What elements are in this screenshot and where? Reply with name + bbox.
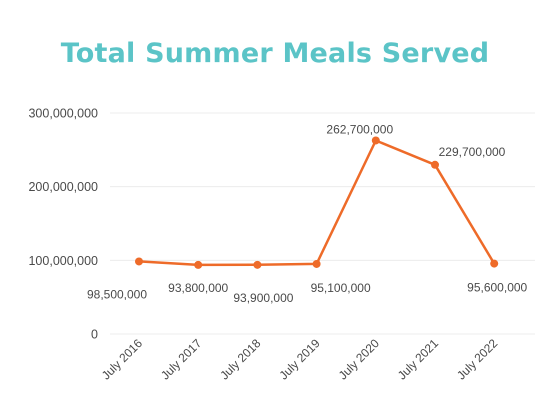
data-labels: 98,500,000 93,800,000 93,900,000 95,100,000… [87,122,528,304]
x-tick-label: July 2017 [158,336,204,382]
data-point [253,260,262,269]
data-points [135,136,499,269]
data-label: 95,600,000 [467,281,527,295]
gridlines [110,112,535,335]
x-tick-label: July 2016 [99,336,145,382]
y-tick-label: 200,000,000 [28,180,98,194]
data-point [312,259,321,268]
y-tick-label: 0 [91,328,98,342]
x-tick-label: July 2019 [276,336,322,382]
data-point [490,259,499,268]
x-tick-label: July 2022 [454,336,500,382]
y-axis-ticks: 0 100,000,000 200,000,000 300,000,000 [28,107,98,342]
y-tick-label: 300,000,000 [28,107,98,121]
data-label: 93,800,000 [168,281,228,295]
x-axis-ticks: July 2016 July 2017 July 2018 July 2019 July… [99,336,501,382]
y-tick-label: 100,000,000 [28,254,98,268]
x-tick-label: July 2020 [336,336,382,382]
data-label: 262,700,000 [326,122,393,136]
data-point [431,160,439,169]
data-label: 95,100,000 [311,281,371,295]
data-label: 98,500,000 [87,287,147,301]
data-point [194,260,203,269]
data-point [135,257,143,266]
data-label: 93,900,000 [233,291,293,305]
chart-title: Total Summer Meals Served [60,38,490,69]
x-tick-label: July 2018 [217,336,263,382]
data-label: 229,700,000 [439,145,506,159]
data-point [371,136,380,145]
x-tick-label: July 2021 [395,336,441,382]
series-line [138,139,496,267]
